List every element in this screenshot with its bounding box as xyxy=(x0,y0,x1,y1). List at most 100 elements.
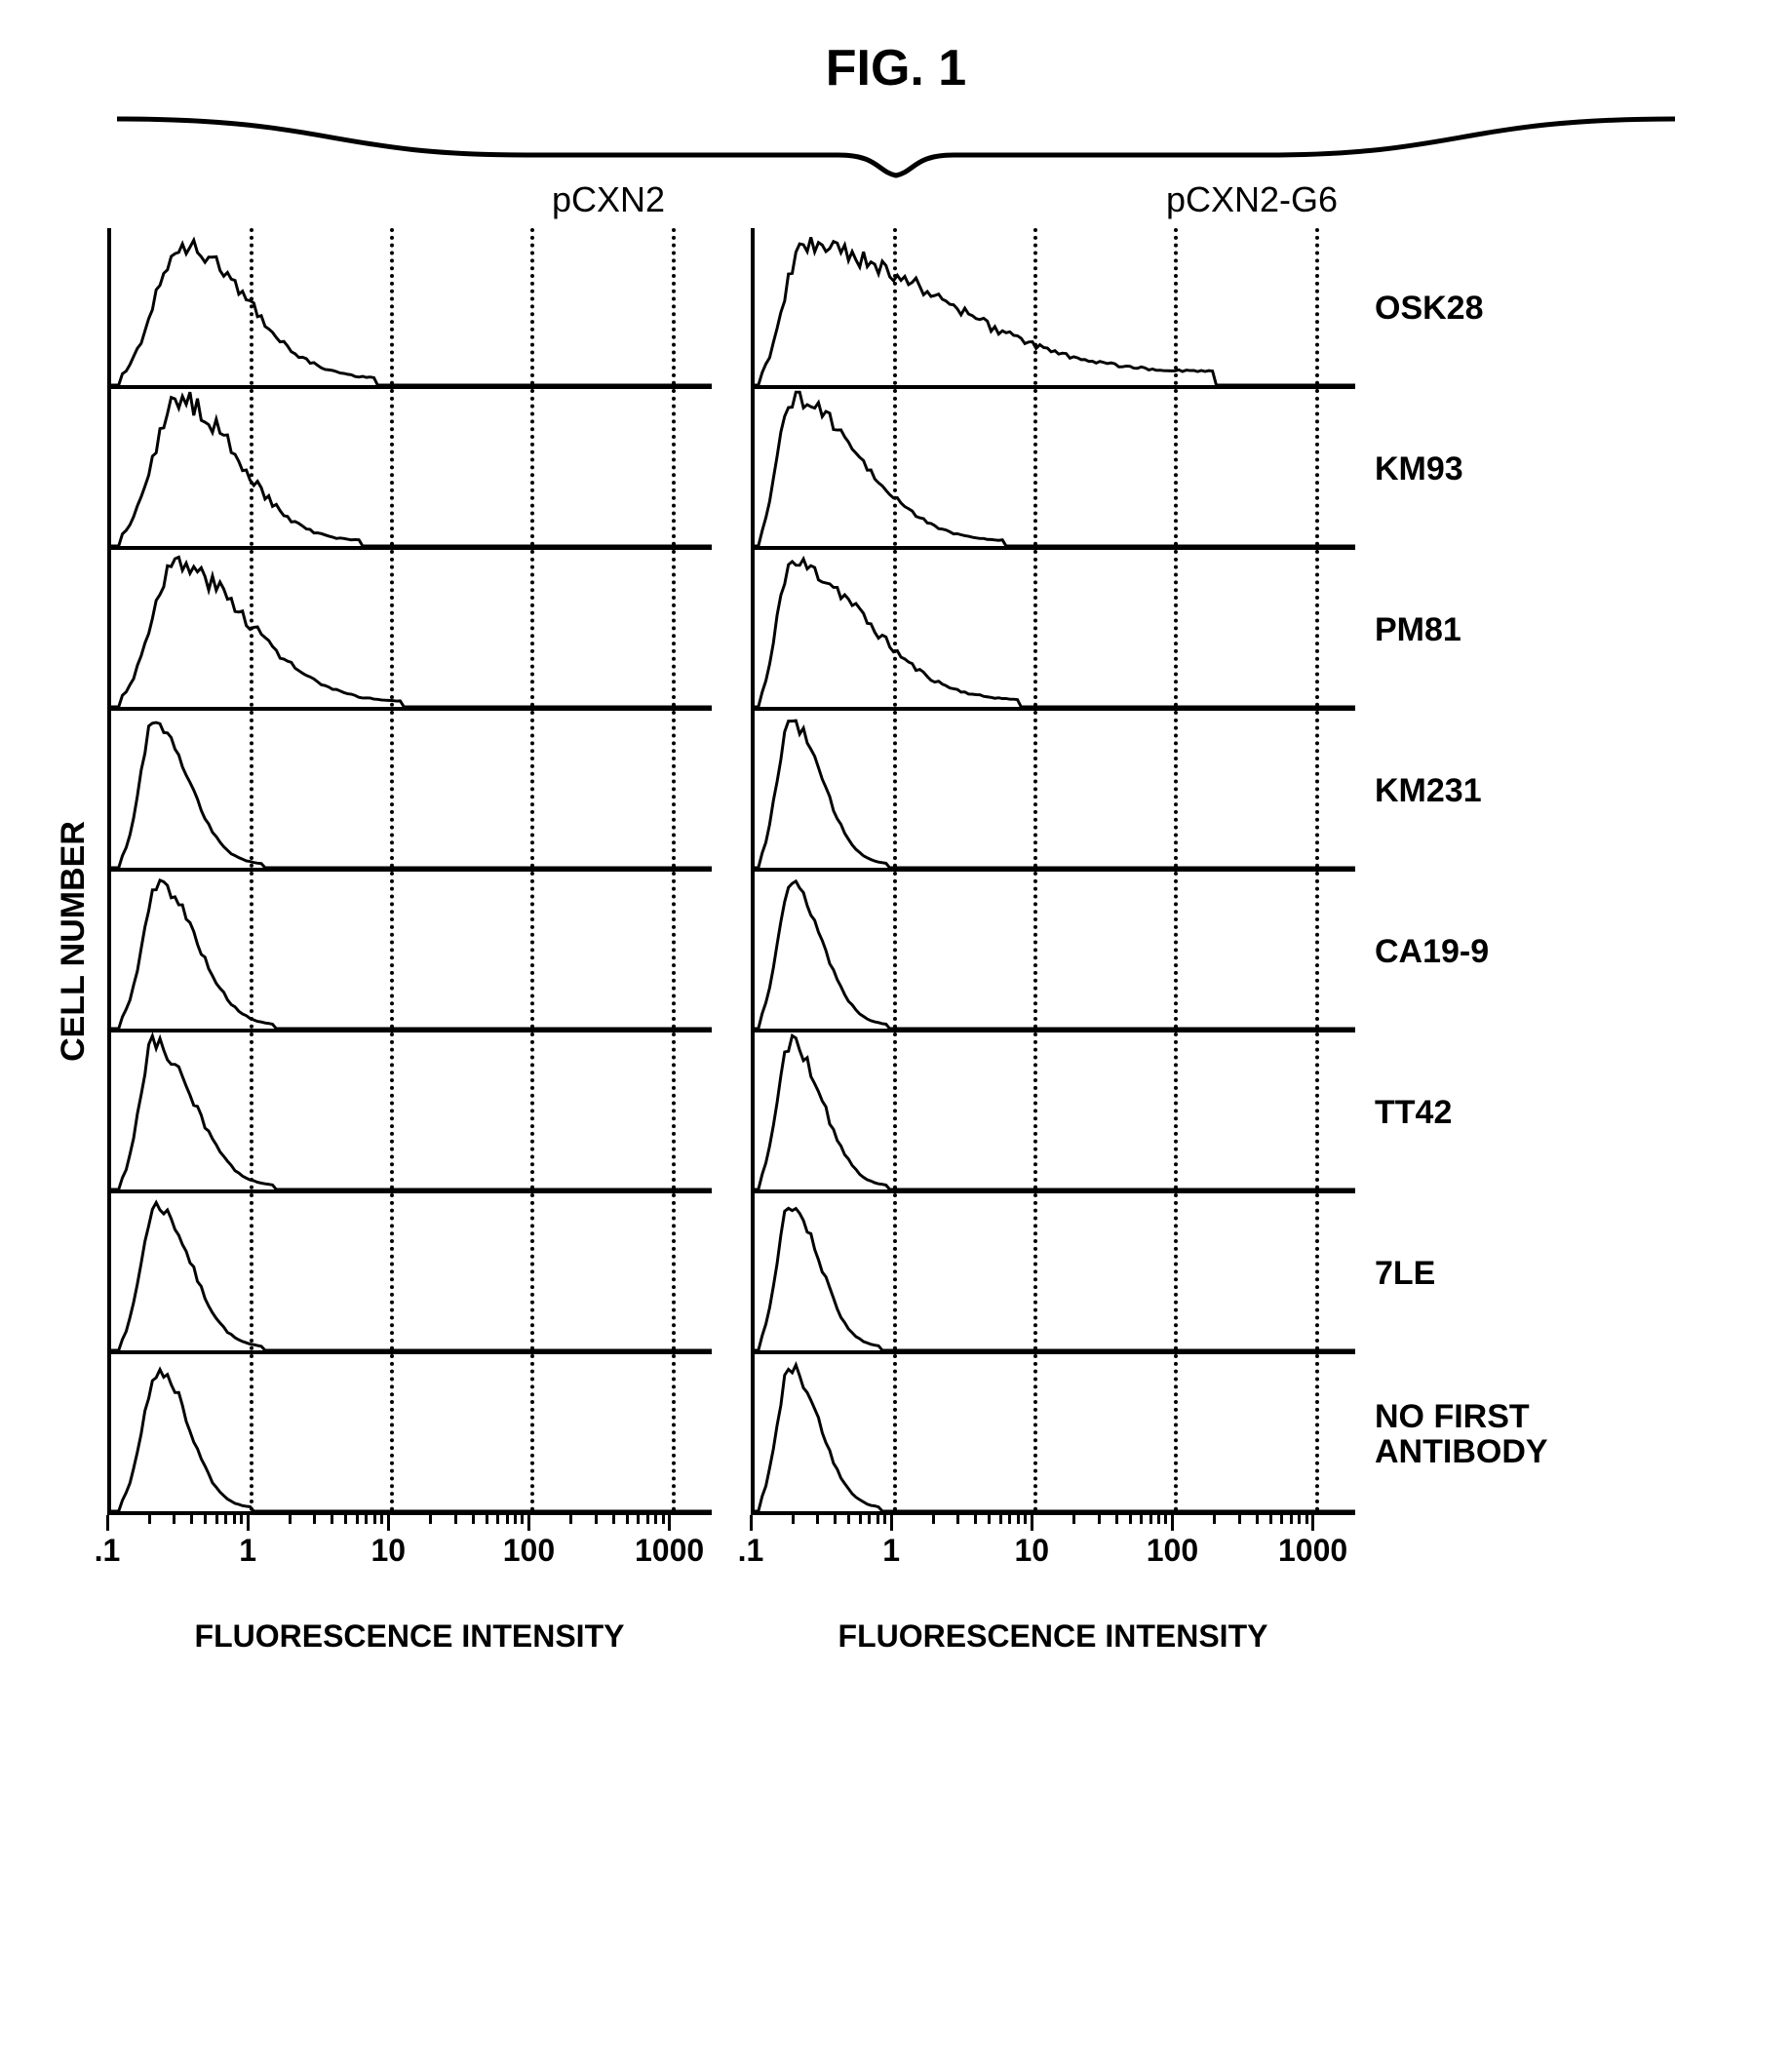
figure-title: FIG. 1 xyxy=(39,39,1753,97)
x-tick-label: 1000 xyxy=(1278,1533,1347,1569)
histogram-panel xyxy=(751,1032,1355,1193)
row-label: KM231 xyxy=(1375,711,1667,872)
row-label: CA19-9 xyxy=(1375,872,1667,1032)
panel-column: .11101001000FLUORESCENCE INTENSITY xyxy=(751,228,1355,1655)
x-tick-minor xyxy=(662,1515,665,1524)
x-tick-minor xyxy=(496,1515,499,1524)
x-tick-minor xyxy=(1129,1515,1132,1524)
x-tick-minor xyxy=(883,1515,886,1524)
x-tick-minor xyxy=(1213,1515,1216,1524)
x-axis-label: FLUORESCENCE INTENSITY xyxy=(107,1618,712,1655)
histogram-curve xyxy=(111,228,712,385)
histogram-panel xyxy=(107,1354,712,1515)
histogram-panel xyxy=(751,1193,1355,1354)
x-tick-major xyxy=(1311,1515,1314,1531)
main-area: CELL NUMBER .1 1 10 100 1000 FLUORESCENCE INT… xyxy=(39,228,1753,1655)
x-tick-minor xyxy=(974,1515,977,1524)
x-tick-minor xyxy=(847,1515,850,1524)
histogram-panel xyxy=(751,711,1355,872)
x-tick-major xyxy=(668,1515,671,1531)
x-tick-minor xyxy=(1256,1515,1259,1524)
x-tick-minor xyxy=(999,1515,1002,1524)
x-tick-label: 100 xyxy=(503,1533,555,1569)
x-tick-label: 10 xyxy=(1015,1533,1050,1569)
histogram-curve xyxy=(111,389,712,546)
x-tick-label: .1 xyxy=(95,1533,121,1569)
x-tick-minor xyxy=(331,1515,333,1524)
x-tick-minor xyxy=(344,1515,347,1524)
x-tick-minor xyxy=(1008,1515,1011,1524)
x-tick-minor xyxy=(506,1515,509,1524)
row-labels: OSK28KM93PM81KM231CA19-9TT427LENO FIRST … xyxy=(1375,228,1667,1655)
y-axis-label-wrap: CELL NUMBER xyxy=(39,228,107,1655)
x-tick-minor xyxy=(356,1515,359,1524)
histogram-curve xyxy=(755,1032,1355,1189)
x-tick-minor xyxy=(834,1515,837,1524)
x-tick-major xyxy=(890,1515,893,1531)
x-axis-label: FLUORESCENCE INTENSITY xyxy=(751,1618,1355,1655)
x-tick-label: 100 xyxy=(1147,1533,1198,1569)
x-tick-label: .1 xyxy=(738,1533,764,1569)
panel-column: .11101001000FLUORESCENCE INTENSITY xyxy=(107,228,712,1655)
x-tick-major xyxy=(1031,1515,1033,1531)
x-tick-minor xyxy=(365,1515,368,1524)
row-label: OSK28 xyxy=(1375,228,1667,389)
x-tick-minor xyxy=(816,1515,819,1524)
figure-container: FIG. 1 pCXN2 pCXN2-G6 CELL NUMBER .1 1 10 1… xyxy=(39,39,1753,1655)
row-label: NO FIRST ANTIBODY xyxy=(1375,1354,1667,1515)
x-tick-minor xyxy=(233,1515,236,1524)
row-label: TT42 xyxy=(1375,1032,1667,1193)
x-tick-minor xyxy=(1290,1515,1293,1524)
x-tick-minor xyxy=(373,1515,376,1524)
x-tick-minor xyxy=(173,1515,175,1524)
x-tick-label: 10 xyxy=(371,1533,407,1569)
x-tick-minor xyxy=(654,1515,657,1524)
histogram-curve xyxy=(755,1193,1355,1350)
x-tick-label: 1000 xyxy=(635,1533,704,1569)
x-tick-minor xyxy=(454,1515,457,1524)
x-tick-major xyxy=(106,1515,109,1531)
x-tick-minor xyxy=(289,1515,292,1524)
x-tick-minor xyxy=(1149,1515,1152,1524)
x-tick-minor xyxy=(1280,1515,1283,1524)
x-tick-minor xyxy=(569,1515,572,1524)
x-tick-minor xyxy=(877,1515,879,1524)
histogram-curve xyxy=(111,711,712,868)
col-header-left: pCXN2 xyxy=(287,179,930,220)
column-headers: pCXN2 pCXN2-G6 xyxy=(39,179,1753,220)
x-tick-minor xyxy=(1017,1515,1020,1524)
x-tick-minor xyxy=(1140,1515,1143,1524)
x-tick-minor xyxy=(612,1515,615,1524)
histogram-curve xyxy=(111,1032,712,1189)
x-tick-minor xyxy=(224,1515,227,1524)
x-tick-minor xyxy=(1269,1515,1272,1524)
x-tick-major xyxy=(387,1515,390,1531)
histogram-curve xyxy=(755,550,1355,707)
x-tick-major xyxy=(750,1515,753,1531)
histogram-panel xyxy=(107,711,712,872)
row-label: KM93 xyxy=(1375,389,1667,550)
x-tick-major xyxy=(527,1515,530,1531)
histogram-panel xyxy=(751,389,1355,550)
x-tick-minor xyxy=(637,1515,640,1524)
histogram-panel xyxy=(751,1354,1355,1515)
x-tick-minor xyxy=(626,1515,629,1524)
x-tick-minor xyxy=(1024,1515,1027,1524)
x-tick-minor xyxy=(956,1515,959,1524)
x-tick-minor xyxy=(486,1515,488,1524)
x-tick-label: 1 xyxy=(239,1533,256,1569)
x-tick-minor xyxy=(595,1515,598,1524)
row-label: 7LE xyxy=(1375,1193,1667,1354)
x-tick-minor xyxy=(1157,1515,1160,1524)
x-tick-minor xyxy=(215,1515,218,1524)
histogram-curve xyxy=(111,1354,712,1511)
histogram-curve xyxy=(755,228,1355,385)
x-axis: .11101001000 xyxy=(107,1515,712,1574)
histogram-panel xyxy=(751,228,1355,389)
x-tick-minor xyxy=(514,1515,517,1524)
x-tick-minor xyxy=(1298,1515,1301,1524)
x-tick-major xyxy=(247,1515,250,1531)
x-tick-minor xyxy=(1305,1515,1308,1524)
x-tick-minor xyxy=(1072,1515,1075,1524)
x-tick-minor xyxy=(1115,1515,1118,1524)
